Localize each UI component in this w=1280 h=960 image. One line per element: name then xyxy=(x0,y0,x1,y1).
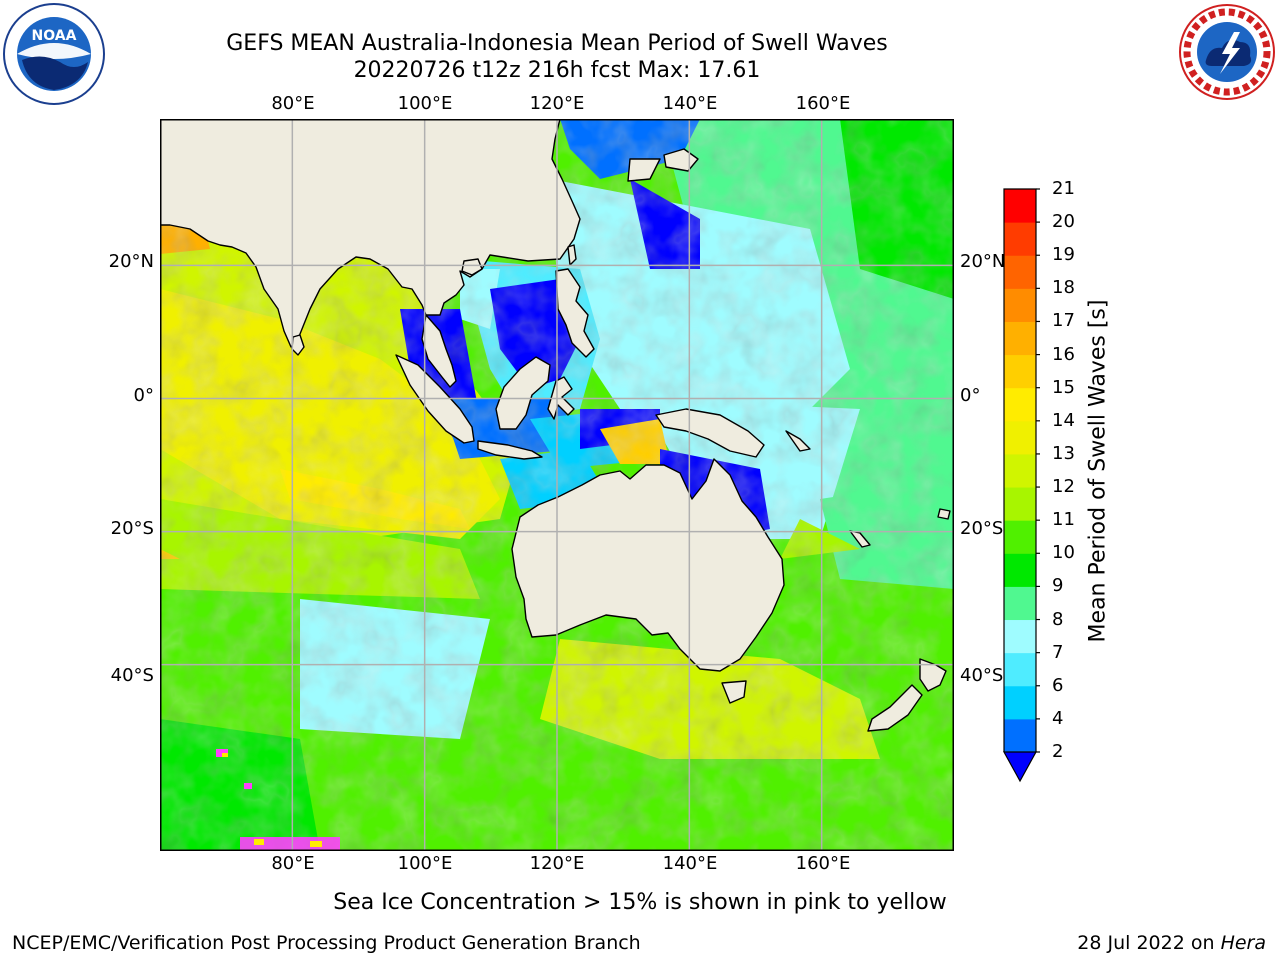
colorbar-band xyxy=(1004,420,1036,455)
colorbar-band xyxy=(1004,718,1036,753)
land-java xyxy=(477,440,543,460)
lon-tick-top: 160°E xyxy=(795,93,851,114)
colorbar-band xyxy=(1004,189,1036,223)
colorbar-tick-label: 19 xyxy=(1052,244,1075,266)
svg-text:NOAA: NOAA xyxy=(32,28,77,44)
colorbar-underflow-arrow xyxy=(1002,751,1038,783)
colorbar-tick-label: 15 xyxy=(1052,376,1075,398)
colorbar-label: Mean Period of Swell Waves [s] xyxy=(1085,299,1111,643)
colorbar-tick-label: 8 xyxy=(1052,608,1064,630)
footer-date: 28 Jul 2022 on Hera xyxy=(1077,932,1266,954)
lat-tick-left: 0° xyxy=(133,385,154,406)
swell-period-map xyxy=(160,119,954,851)
lat-tick-right: 40°S xyxy=(960,665,1004,686)
colorbar-frame xyxy=(1003,188,1037,752)
footer-machine: Hera xyxy=(1220,932,1266,954)
colorbar-tick-label: 11 xyxy=(1052,509,1075,531)
land-asia xyxy=(160,119,581,348)
colorbar-band xyxy=(1004,354,1036,389)
lat-tick-left: 20°N xyxy=(108,251,154,272)
footer-credit: NCEP/EMC/Verification Post Processing Pr… xyxy=(12,932,641,954)
colorbar-tick-label: 14 xyxy=(1052,409,1075,431)
colorbar-band xyxy=(1004,520,1036,554)
lat-tick-left: 40°S xyxy=(110,665,154,686)
colorbar-band xyxy=(1004,255,1036,289)
land-australia xyxy=(511,458,785,672)
land-taiwan xyxy=(567,244,577,266)
lon-tick-bottom: 160°E xyxy=(795,853,851,874)
lon-tick-top: 120°E xyxy=(529,93,585,114)
colorbar xyxy=(1002,188,1040,783)
colorbar-tick-label: 4 xyxy=(1052,707,1064,729)
lat-tick-right: 0° xyxy=(960,385,981,406)
colorbar-tick-label: 20 xyxy=(1052,211,1075,233)
colorbar-band xyxy=(1004,586,1036,621)
noaa-logo: NOAA xyxy=(3,3,105,105)
colorbar-band xyxy=(1004,288,1036,322)
land-fiji xyxy=(937,508,951,520)
colorbar-tick-label: 13 xyxy=(1052,442,1075,464)
colorbar-tick-label: 7 xyxy=(1052,641,1064,663)
colorbar-tick-label: 2 xyxy=(1052,741,1064,762)
lon-tick-top: 140°E xyxy=(662,93,718,114)
map-frame xyxy=(160,119,954,851)
lon-tick-bottom: 120°E xyxy=(529,853,585,874)
colorbar-tick-label: 9 xyxy=(1052,575,1064,597)
colorbar-band xyxy=(1004,321,1036,356)
colorbar-band xyxy=(1004,619,1036,654)
colorbar-band xyxy=(1004,222,1036,256)
land-borneo xyxy=(495,356,551,430)
colorbar-band xyxy=(1004,652,1036,687)
gridlines xyxy=(160,119,954,851)
colorbar-band xyxy=(1004,453,1036,488)
sea-ice-patches xyxy=(216,749,340,851)
map-title: GEFS MEAN Australia-Indonesia Mean Perio… xyxy=(226,31,888,56)
lon-tick-bottom: 140°E xyxy=(662,853,718,874)
lon-tick-top: 80°E xyxy=(271,93,315,114)
colorbar-tick-label: 6 xyxy=(1052,674,1064,696)
colorbar-tick-label: 17 xyxy=(1052,310,1075,332)
lat-tick-left: 20°S xyxy=(110,518,154,539)
national-weather-service-logo xyxy=(1179,4,1275,100)
lon-tick-bottom: 80°E xyxy=(271,853,315,874)
land-korea xyxy=(627,158,661,182)
colorbar-band xyxy=(1004,487,1036,521)
colorbar-tick-label: 16 xyxy=(1052,343,1075,365)
land-solomon xyxy=(785,430,811,452)
land-new-guinea xyxy=(655,408,765,458)
lon-tick-bottom: 100°E xyxy=(397,853,453,874)
land-philippines xyxy=(555,268,595,358)
colorbar-band xyxy=(1004,685,1036,720)
colorbar-tick-label: 21 xyxy=(1052,178,1075,199)
lon-tick-top: 100°E xyxy=(397,93,453,114)
map-subtitle: 20220726 t12z 216h fcst Max: 17.61 xyxy=(353,58,761,83)
sea-ice-note: Sea Ice Concentration > 15% is shown in … xyxy=(333,890,947,915)
colorbar-tick-label: 18 xyxy=(1052,277,1075,299)
lat-tick-right: 20°S xyxy=(960,518,1004,539)
colorbar-band xyxy=(1004,553,1036,587)
colorbar-band xyxy=(1004,387,1036,422)
land-nz-south xyxy=(867,684,923,732)
land-tasmania xyxy=(721,680,747,704)
land-hainan xyxy=(461,258,483,276)
colorbar-tick-label: 10 xyxy=(1052,542,1075,564)
lat-tick-right: 20°N xyxy=(960,251,1006,272)
colorbar-tick-label: 12 xyxy=(1052,476,1075,498)
land-masses xyxy=(160,119,951,732)
footer-date-text: 28 Jul 2022 on xyxy=(1077,932,1221,954)
land-vanuatu xyxy=(849,530,871,548)
